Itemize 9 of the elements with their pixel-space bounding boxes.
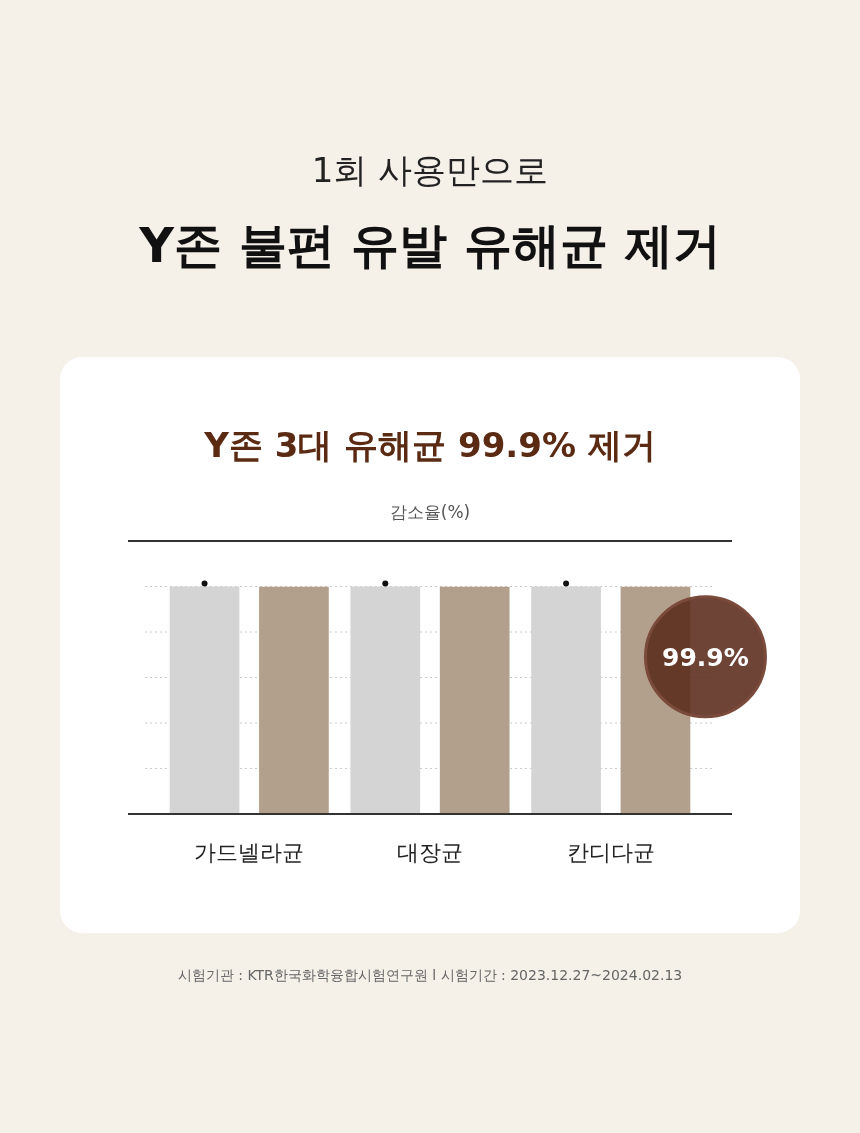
text: 시험기관 : KTR한국화학융합시험연구원 l 시험기간 : 2023.12.27~2024.02.13 bbox=[177, 967, 683, 983]
x-tick-label: 가드넬라균 bbox=[194, 840, 305, 865]
text: Y존 불편 유발 유해균 제거 bbox=[138, 217, 721, 273]
chart-title: Y존 3대 유해균 99.9% 제거 bbox=[203, 425, 656, 465]
data-label: 99.9% bbox=[662, 642, 749, 672]
text: 1회 사용만으로 bbox=[311, 150, 549, 190]
x-tick-label: 칸디다균 bbox=[566, 840, 655, 865]
x-tick-label: 대장균 bbox=[397, 840, 463, 865]
y-axis-title: 감소율(%) bbox=[389, 502, 471, 522]
